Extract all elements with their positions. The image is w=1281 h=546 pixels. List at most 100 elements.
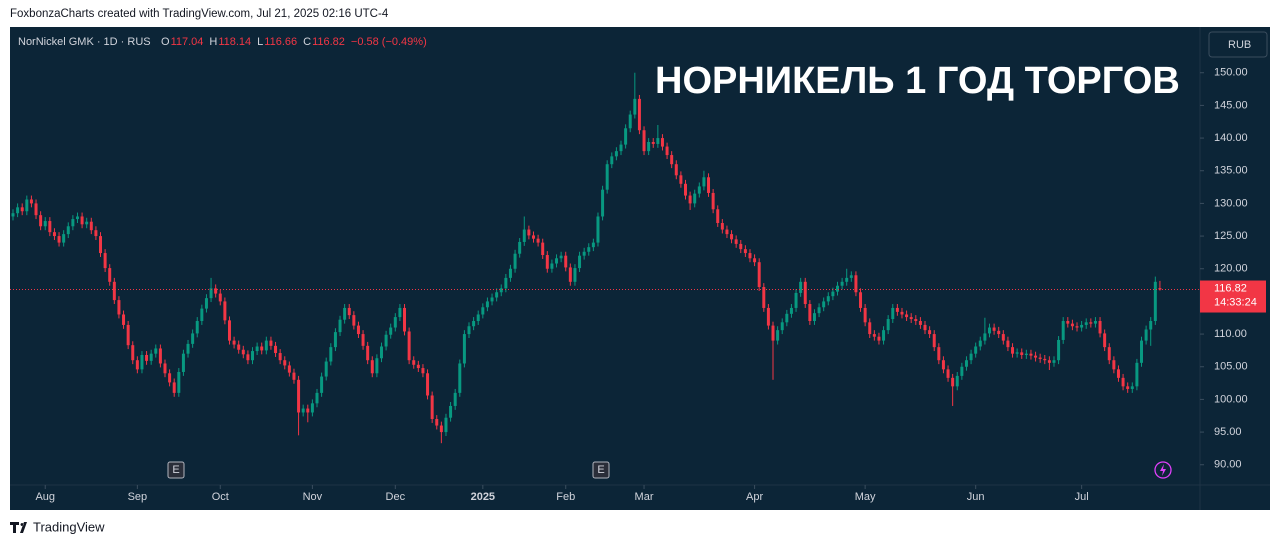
candle-body [1001,334,1005,341]
candle-body [1075,326,1079,328]
candle-body [403,307,407,332]
candle-body [1038,357,1042,359]
candle-body [1034,355,1038,358]
candle-body [481,307,485,315]
candle-body [531,235,535,239]
candle-body [195,321,199,334]
event-marker[interactable] [167,461,185,479]
candle-body [743,249,747,254]
candle-body [776,330,780,341]
candle-body [352,315,356,326]
candle-body [1006,340,1010,348]
candle-body [587,247,591,252]
candle-body [766,307,770,326]
candle-body [559,255,563,259]
candle-body [131,345,135,361]
alert-icon[interactable] [1154,461,1172,479]
candle-body [430,395,434,420]
candle-body [297,379,301,413]
candle-body [822,301,826,308]
candle-body [536,238,540,243]
candle-body [393,317,397,328]
candle-body [1043,358,1047,361]
candle-body [730,234,734,240]
candle-body [1153,281,1157,322]
candle-body [112,281,116,301]
candle-body [287,365,291,373]
candle-body [43,221,47,227]
candle-body [601,189,605,217]
candle-body [895,307,899,312]
candle-body [251,351,255,361]
y-tick-label: 105.00 [1214,361,1248,373]
candle-body [34,203,38,216]
y-tick-label: 110.00 [1214,328,1247,340]
event-label: E [172,464,179,476]
candle-body [753,258,757,263]
candle-body [1149,321,1153,330]
event-marker[interactable] [592,461,610,479]
candle-body [1047,360,1051,363]
y-tick-label: 130.00 [1214,197,1248,209]
x-tick-label: Apr [746,491,763,503]
candle-body [886,319,890,331]
price-tag [1200,280,1266,313]
candle-body [762,287,766,308]
x-tick-label: 2025 [471,491,495,503]
candle-body [39,215,43,227]
ohlc-value: 116.82 [312,36,345,48]
candle-body [310,403,314,413]
ohlc-key: H [209,36,217,48]
candle-body [877,336,881,341]
candle-body [485,301,489,308]
x-tick-label: Oct [212,491,229,503]
candle-body [568,267,572,282]
candle-body [62,234,66,243]
candle-body [343,307,347,320]
candle-body [306,408,310,413]
candle-body [619,144,623,152]
x-tick-label: Feb [556,491,575,503]
y-tick-label: 100.00 [1214,393,1248,405]
candle-body [628,114,632,129]
y-tick-label: 140.00 [1214,132,1248,144]
candle-body [665,146,669,156]
candle-body [564,255,568,268]
candle-body [135,360,139,370]
candle-body [872,334,876,337]
candle-body [1011,347,1015,354]
candle-body [660,138,664,147]
candle-body [817,307,821,314]
candle-body [748,253,752,259]
candle-body [264,340,268,351]
candle-body [246,354,250,361]
candle-body [969,353,973,361]
x-tick-label: Aug [35,491,55,503]
ohlc-key: L [257,36,263,48]
candle-body [168,373,172,383]
candle-body [868,322,872,335]
candle-body [191,333,195,344]
ohlc-value: 116.66 [264,36,297,48]
candle-body [1103,333,1107,348]
candle-body [338,319,342,333]
candle-body [177,371,181,393]
candle-body [389,327,393,335]
candle-body [329,347,333,362]
candle-body [955,375,959,387]
currency[interactable]: RUB [1228,39,1251,51]
candle-body [85,221,89,225]
price-tag-countdown: 14:33:24 [1214,296,1257,308]
candle-body [997,330,1001,335]
x-tick-label: May [855,491,876,503]
candle-body [89,221,93,231]
candle-body [1080,324,1084,328]
candle-body [204,298,208,309]
currency-button[interactable] [1208,31,1268,58]
candle-body [647,141,651,152]
candle-body [854,275,858,293]
ohlc-key: C [303,36,311,48]
candle-body [1089,322,1093,324]
candle-body [739,243,743,250]
